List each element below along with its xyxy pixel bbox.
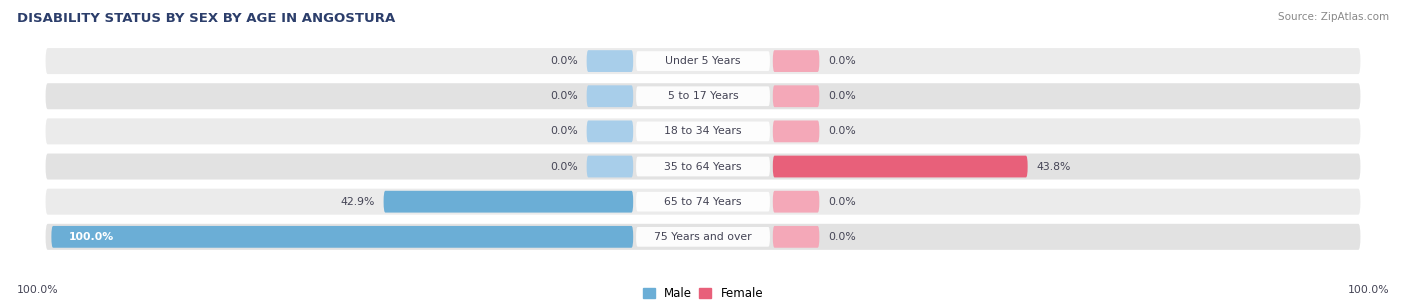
FancyBboxPatch shape — [586, 50, 633, 72]
Text: Source: ZipAtlas.com: Source: ZipAtlas.com — [1278, 12, 1389, 22]
FancyBboxPatch shape — [586, 156, 633, 178]
FancyBboxPatch shape — [45, 224, 1361, 250]
FancyBboxPatch shape — [773, 120, 820, 142]
FancyBboxPatch shape — [45, 48, 1361, 74]
FancyBboxPatch shape — [636, 227, 770, 247]
FancyBboxPatch shape — [636, 192, 770, 212]
FancyBboxPatch shape — [773, 85, 820, 107]
Text: 42.9%: 42.9% — [340, 197, 375, 207]
Legend: Male, Female: Male, Female — [638, 283, 768, 304]
Text: 0.0%: 0.0% — [550, 126, 578, 136]
Text: 35 to 64 Years: 35 to 64 Years — [664, 161, 742, 171]
FancyBboxPatch shape — [586, 85, 633, 107]
FancyBboxPatch shape — [45, 154, 1361, 180]
Text: 0.0%: 0.0% — [550, 161, 578, 171]
FancyBboxPatch shape — [773, 156, 1028, 178]
Text: 0.0%: 0.0% — [828, 232, 856, 242]
Text: 0.0%: 0.0% — [828, 197, 856, 207]
FancyBboxPatch shape — [636, 86, 770, 106]
Text: 0.0%: 0.0% — [550, 56, 578, 66]
FancyBboxPatch shape — [45, 118, 1361, 144]
FancyBboxPatch shape — [384, 191, 633, 212]
FancyBboxPatch shape — [586, 120, 633, 142]
Text: 43.8%: 43.8% — [1036, 161, 1071, 171]
Text: 65 to 74 Years: 65 to 74 Years — [664, 197, 742, 207]
Text: 100.0%: 100.0% — [1347, 285, 1389, 295]
FancyBboxPatch shape — [773, 191, 820, 212]
FancyBboxPatch shape — [636, 122, 770, 141]
Text: DISABILITY STATUS BY SEX BY AGE IN ANGOSTURA: DISABILITY STATUS BY SEX BY AGE IN ANGOS… — [17, 12, 395, 25]
FancyBboxPatch shape — [773, 226, 820, 248]
Text: 5 to 17 Years: 5 to 17 Years — [668, 91, 738, 101]
Text: Under 5 Years: Under 5 Years — [665, 56, 741, 66]
Text: 0.0%: 0.0% — [550, 91, 578, 101]
FancyBboxPatch shape — [636, 157, 770, 176]
Text: 18 to 34 Years: 18 to 34 Years — [664, 126, 742, 136]
FancyBboxPatch shape — [45, 83, 1361, 109]
Text: 75 Years and over: 75 Years and over — [654, 232, 752, 242]
Text: 100.0%: 100.0% — [69, 232, 114, 242]
FancyBboxPatch shape — [773, 50, 820, 72]
Text: 0.0%: 0.0% — [828, 126, 856, 136]
FancyBboxPatch shape — [52, 226, 633, 248]
FancyBboxPatch shape — [636, 51, 770, 71]
Text: 0.0%: 0.0% — [828, 91, 856, 101]
FancyBboxPatch shape — [45, 189, 1361, 215]
Text: 100.0%: 100.0% — [17, 285, 59, 295]
Text: 0.0%: 0.0% — [828, 56, 856, 66]
